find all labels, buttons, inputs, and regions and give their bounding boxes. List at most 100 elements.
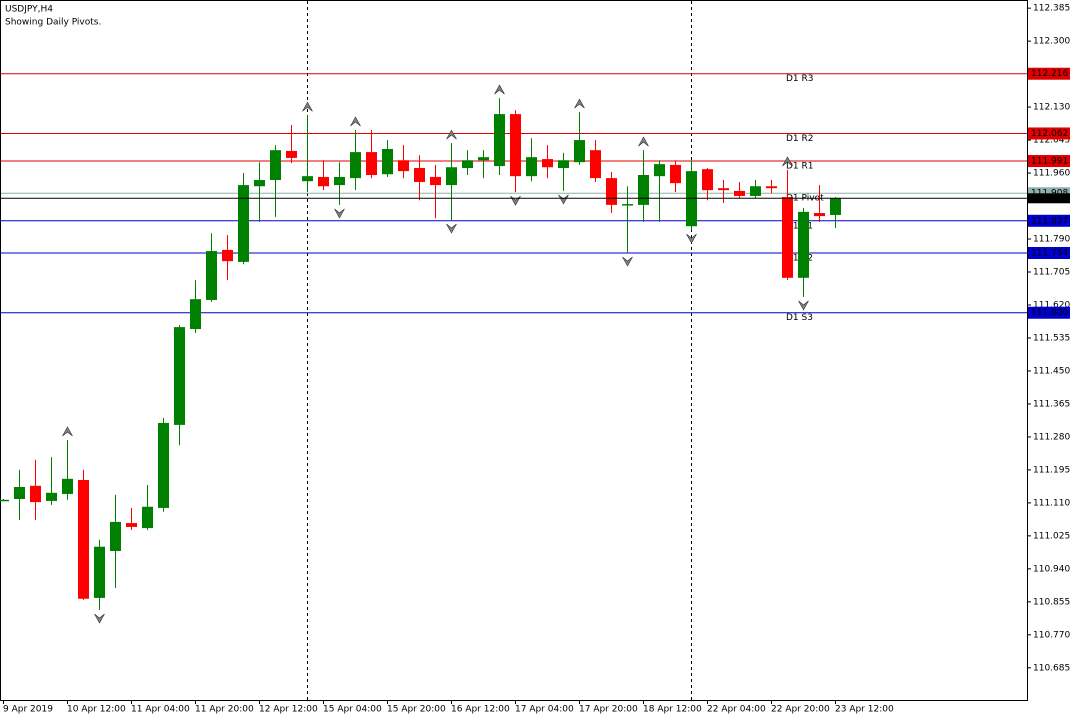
chart-title: USDJPY,H4 <box>5 5 53 15</box>
candle-body <box>190 299 201 330</box>
fractal-down <box>622 256 633 267</box>
candle-body <box>782 197 793 278</box>
y-tick-label: 111.195 <box>1033 465 1070 475</box>
candle-body <box>718 188 729 191</box>
y-tick-label: 112.130 <box>1033 103 1070 113</box>
pivot-level-name: D1 R1 <box>786 162 814 172</box>
pivot-level-name: D1 R3 <box>786 74 814 84</box>
fractal-up <box>574 98 585 109</box>
fractal-up <box>350 116 361 127</box>
candle-body <box>750 186 761 196</box>
price-tag-label: 111.754 <box>1031 248 1068 258</box>
y-tick-label: 111.620 <box>1033 300 1070 310</box>
price-tag-label: 112.062 <box>1031 129 1068 139</box>
candle-body <box>158 422 169 508</box>
candle-body <box>270 150 281 181</box>
pivot-level-name: D1 S3 <box>786 313 813 323</box>
x-tick-label: 22 Apr 04:00 <box>707 705 766 715</box>
candle-body <box>574 140 585 163</box>
candle-body <box>366 152 377 175</box>
price-tag-label: 111.600 <box>1031 308 1068 318</box>
price-tag-label: 112.216 <box>1031 69 1068 79</box>
y-tick-label: 110.855 <box>1033 597 1070 607</box>
x-tick-label: 9 Apr 2019 <box>3 705 53 715</box>
candle-body <box>30 485 41 503</box>
current-price-tag <box>1028 193 1070 204</box>
price-tag <box>1028 246 1070 259</box>
x-tick-label: 16 Apr 12:00 <box>451 705 510 715</box>
candle-body <box>62 478 73 494</box>
candle-body <box>622 204 633 206</box>
candle-body <box>542 159 553 168</box>
price-tag-label: 111.837 <box>1031 216 1068 226</box>
fractal-down <box>334 208 345 219</box>
candle-body <box>254 180 265 187</box>
price-tag <box>1028 155 1070 168</box>
fractal-down <box>446 223 457 234</box>
x-tick-label: 11 Apr 04:00 <box>131 705 190 715</box>
candle-body <box>430 176 441 186</box>
x-tick-label: 15 Apr 20:00 <box>387 705 446 715</box>
x-tick-label: 17 Apr 04:00 <box>515 705 574 715</box>
y-tick-label: 111.535 <box>1033 333 1070 343</box>
x-tick-label: 18 Apr 12:00 <box>643 705 702 715</box>
fractal-up <box>446 129 457 140</box>
candle-body <box>222 249 233 262</box>
y-tick-label: 111.790 <box>1033 235 1070 245</box>
candle-body <box>398 160 409 172</box>
y-tick-label: 110.940 <box>1033 564 1070 574</box>
fractal-up <box>302 101 313 112</box>
y-tick-label: 110.685 <box>1033 663 1070 673</box>
fractal-up <box>638 136 649 147</box>
price-tag <box>1028 214 1070 227</box>
x-tick-label: 17 Apr 20:00 <box>579 705 638 715</box>
candle-body <box>302 176 313 182</box>
y-tick-label: 110.770 <box>1033 630 1070 640</box>
fractal-down <box>558 194 569 205</box>
candle-body <box>510 114 521 177</box>
candle-body <box>590 150 601 179</box>
fractal-up <box>494 84 505 95</box>
current-price-label: 111.895 <box>1031 194 1068 204</box>
candle-body <box>734 190 745 196</box>
candle-body <box>206 251 217 300</box>
candle-body <box>446 167 457 186</box>
candle-body <box>46 492 57 501</box>
y-tick-label: 112.385 <box>1033 4 1070 14</box>
candle-body <box>286 150 297 158</box>
candle-body <box>606 178 617 205</box>
candle-body <box>14 486 25 500</box>
x-tick-label: 12 Apr 12:00 <box>259 705 318 715</box>
candle-body <box>318 176 329 187</box>
candle-body <box>702 169 713 191</box>
candle-body <box>110 521 121 551</box>
x-tick-label: 10 Apr 12:00 <box>67 705 126 715</box>
candle-body <box>414 168 425 182</box>
candle-body <box>766 186 777 189</box>
candle-body <box>350 152 361 179</box>
candle-body <box>174 327 185 425</box>
candle-body <box>654 164 665 177</box>
candle-body <box>798 211 809 278</box>
candle-body <box>94 546 105 598</box>
x-tick-label: 22 Apr 20:00 <box>771 705 830 715</box>
chart-subtitle: Showing Daily Pivots. <box>5 18 101 28</box>
candle-body <box>382 149 393 175</box>
candle-body <box>462 160 473 169</box>
candle-body <box>478 157 489 161</box>
candle-body <box>78 479 89 599</box>
fractal-down <box>94 613 105 624</box>
pivot-level-name: D1 R2 <box>786 134 814 144</box>
price-tag-label: 111.991 <box>1031 157 1068 167</box>
y-tick-label: 111.450 <box>1033 366 1070 376</box>
y-tick-label: 111.705 <box>1033 268 1070 278</box>
y-tick-label: 111.960 <box>1033 169 1070 179</box>
candle-body <box>142 506 153 529</box>
fractal-down <box>686 233 697 244</box>
candle-body <box>558 160 569 169</box>
candle-body <box>526 157 537 177</box>
candle-body <box>0 499 9 502</box>
fractal-up <box>782 156 793 167</box>
